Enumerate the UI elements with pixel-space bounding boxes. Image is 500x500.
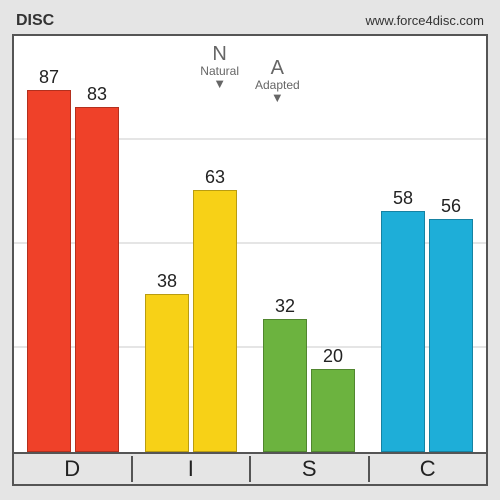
disc-chart-container: DISC www.force4disc.com N Natural ▼ A Ad… [0, 0, 500, 500]
chart-title: DISC [16, 12, 54, 30]
bar-S-natural: 32 [263, 319, 307, 452]
bar-group-C: 5856 [368, 211, 486, 452]
bar-label-D-adapted: 83 [76, 84, 118, 105]
source-url: www.force4disc.com [366, 13, 484, 28]
bar-label-C-natural: 58 [382, 188, 424, 209]
bar-label-I-adapted: 63 [194, 167, 236, 188]
x-axis-label-D: D [14, 456, 131, 482]
bar-S-adapted: 20 [311, 369, 355, 452]
bar-group-S: 3220 [250, 319, 368, 452]
bar-D-natural: 87 [27, 90, 71, 452]
bar-C-adapted: 56 [429, 219, 473, 452]
bar-I-natural: 38 [145, 294, 189, 452]
x-axis-label-I: I [131, 456, 250, 482]
bar-label-D-natural: 87 [28, 67, 70, 88]
header: DISC www.force4disc.com [12, 12, 488, 34]
bar-label-C-adapted: 56 [430, 196, 472, 217]
bar-D-adapted: 83 [75, 107, 119, 452]
bar-label-S-adapted: 20 [312, 346, 354, 367]
bar-C-natural: 58 [381, 211, 425, 452]
x-axis: DISC [12, 454, 488, 486]
plot-area: N Natural ▼ A Adapted ▼ 8783386332205856 [12, 34, 488, 454]
bar-label-I-natural: 38 [146, 271, 188, 292]
bar-group-D: 8783 [14, 90, 132, 452]
bar-I-adapted: 63 [193, 190, 237, 452]
bar-group-I: 3863 [132, 190, 250, 452]
x-axis-label-C: C [368, 456, 487, 482]
x-axis-label-S: S [249, 456, 368, 482]
bar-label-S-natural: 32 [264, 296, 306, 317]
bars-layer: 8783386332205856 [14, 36, 486, 452]
